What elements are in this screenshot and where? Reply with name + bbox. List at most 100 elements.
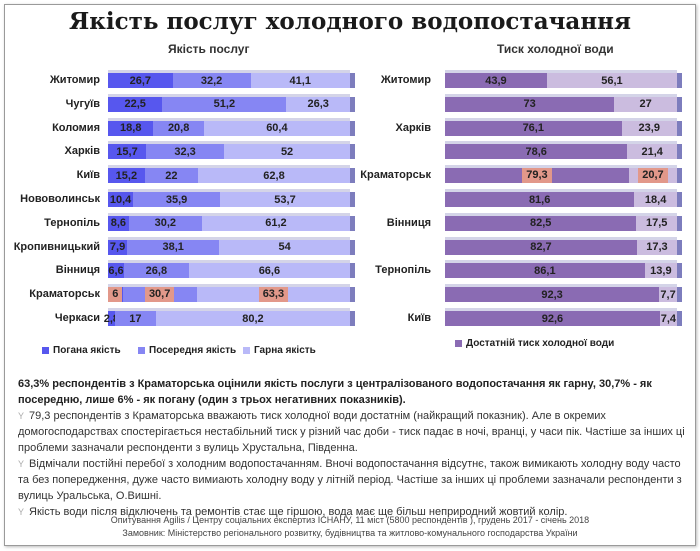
data-label: 13,9 <box>650 264 672 277</box>
legend-label: Достатній тиск холодної води <box>466 338 615 349</box>
bar-segment: 27 <box>614 96 677 112</box>
frame <box>4 4 696 546</box>
bar-segment: 17 <box>114 311 156 326</box>
bullet-text: Якість води після відключень та ремонтів… <box>29 506 568 518</box>
data-label: 35,9 <box>165 193 188 206</box>
stacked-bar: 76,1 23,9 <box>445 120 682 136</box>
bar-segment: 63,3 <box>196 287 350 303</box>
data-label: 26,7 <box>129 74 152 87</box>
category-label: Краматорськ <box>360 169 431 182</box>
category-label: Вінниця <box>55 264 100 277</box>
data-label: 76,1 <box>522 122 544 135</box>
bar-segment: 52 <box>224 144 350 160</box>
bar-segment: 78,6 <box>445 144 628 160</box>
data-label: 21,4 <box>641 145 663 158</box>
bullet-icon: Y <box>18 411 25 421</box>
bar-end <box>350 96 355 112</box>
bar-segment: 7,7 <box>659 287 677 303</box>
bar-segment: 7,4 <box>659 311 677 326</box>
legend-label: Погана якість <box>53 345 121 356</box>
bar-segment: 66,6 <box>188 263 350 279</box>
legend-item: Гарна якість <box>243 345 316 356</box>
data-label: 60,4 <box>266 122 288 135</box>
data-label: 92,3 <box>541 288 563 301</box>
bar-segment: 82,5 <box>445 215 637 231</box>
bar-segment: 26,7 <box>108 73 173 88</box>
stacked-bar: 15,7 32,3 52 <box>108 144 355 160</box>
category-label: Нововолинськ <box>20 193 100 205</box>
data-label: 62,8 <box>263 169 285 182</box>
right-chart-title: Тиск холодної води <box>497 42 614 56</box>
data-label: 63,3 <box>258 287 289 303</box>
data-label: 23,9 <box>638 122 660 135</box>
bullet-text: 79,3 респондентів з Краматорська вважают… <box>18 410 685 454</box>
legend-label: Гарна якість <box>254 345 316 356</box>
bar-end <box>677 239 682 255</box>
data-label: 7,7 <box>660 288 676 301</box>
bar-segment: 15,7 <box>108 144 146 160</box>
data-label: 43,9 <box>485 74 507 87</box>
data-label: 15,2 <box>115 169 138 182</box>
data-label: 7,9 <box>109 241 126 254</box>
bar-end <box>677 311 682 326</box>
bar-segment: 43,9 <box>445 73 547 88</box>
bar-end <box>350 120 355 136</box>
legend-swatch <box>42 347 49 354</box>
category-label: Тернопіль <box>375 264 431 277</box>
left-chart-title: Якість послуг <box>168 42 250 56</box>
bullet-item: Y Відмічали постійні перебої з холодним в… <box>18 456 688 504</box>
bar-segment: 41,1 <box>250 73 350 88</box>
bar-segment: 6,6 <box>108 263 124 279</box>
data-label: 32,2 <box>200 74 223 87</box>
legend-label: Посередня якість <box>149 345 237 356</box>
category-label: Київ <box>407 312 431 324</box>
lead-paragraph: 63,3% респондентів з Краматорська оцінил… <box>18 378 652 406</box>
bar-segment: 20,8 <box>153 120 204 136</box>
bar-segment: 32,3 <box>145 144 225 160</box>
data-label: 86,1 <box>534 264 556 277</box>
bar-segment: 17,3 <box>636 239 677 255</box>
client-note: Замовник: Міністерство регіонального роз… <box>122 528 578 538</box>
data-label: 26,8 <box>145 264 168 277</box>
data-label: 51,2 <box>213 98 236 111</box>
bar-end <box>350 192 355 207</box>
category-label: Кропивницький <box>13 240 100 253</box>
data-label: 22,5 <box>124 98 146 111</box>
category-label: Тернопіль <box>44 216 100 229</box>
bar-segment: 13,9 <box>644 263 677 279</box>
bar-segment: 76,1 <box>445 120 622 136</box>
bar-segment: 6 <box>108 287 123 303</box>
stacked-bar: 2,8 17 80,2 <box>104 311 355 326</box>
category-label: Черкаси <box>54 312 100 324</box>
data-label: 8,6 <box>110 217 127 230</box>
stacked-bar: 22,5 51,2 26,3 <box>108 96 355 112</box>
bar-segment: 73 <box>445 96 615 112</box>
bar-segment: 15,2 <box>108 168 145 184</box>
bar-segment: 92,6 <box>445 311 660 326</box>
data-label: 53,7 <box>274 193 296 206</box>
data-label: 79,3 <box>522 168 552 184</box>
category-label: Краматорськ <box>29 288 100 301</box>
stacked-bar: 10,4 35,9 53,7 <box>108 192 355 207</box>
bar-end <box>350 311 355 326</box>
bar-end <box>677 263 682 279</box>
bar-segment: 56,1 <box>546 73 677 88</box>
data-label: 17 <box>129 312 142 325</box>
bar-segment: 32,2 <box>172 73 251 88</box>
stacked-bar: 18,8 20,8 60,4 <box>108 120 355 136</box>
bar-segment: 26,8 <box>123 263 189 279</box>
bar-end <box>350 215 355 231</box>
bar-segment: 80,2 <box>155 311 350 326</box>
data-label: 17,3 <box>646 241 668 254</box>
stacked-bar: 6 30,7 63,3 <box>108 287 355 303</box>
bar-end <box>677 168 682 184</box>
data-label: 41,1 <box>289 74 311 87</box>
data-label: 54 <box>278 241 291 254</box>
bar-segment: 30,2 <box>128 215 202 231</box>
stacked-bar: 92,3 7,7 <box>445 287 682 303</box>
bar-segment: 22 <box>144 168 199 184</box>
bar-segment: 17,5 <box>636 215 677 231</box>
data-label: 27 <box>639 98 652 111</box>
bar-segment: 10,4 <box>108 192 134 207</box>
